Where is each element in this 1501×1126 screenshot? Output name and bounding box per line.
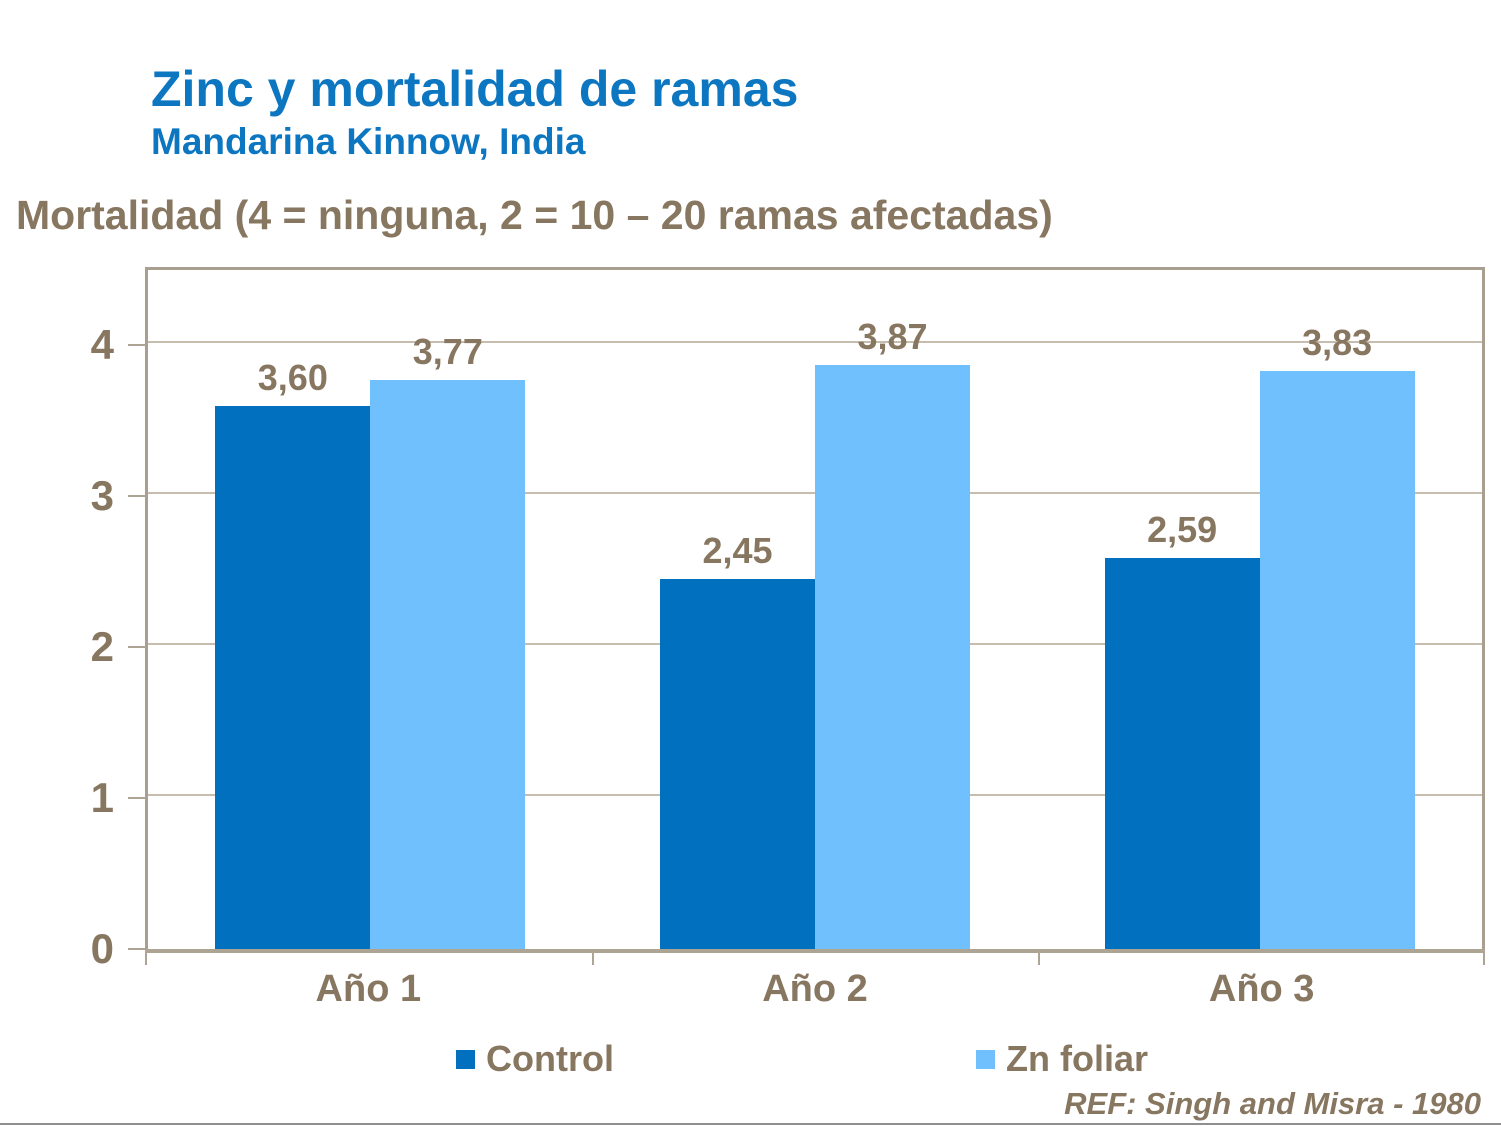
bar-control-ano-3: [1104, 558, 1260, 949]
y-tick-label-2: 2: [90, 623, 114, 671]
bar-value-control-ano-1: 3,60: [257, 356, 328, 398]
y-tick-label-3: 3: [90, 472, 114, 520]
x-axis-tick-0: [145, 952, 147, 965]
legend-item-control: Control: [456, 1038, 614, 1080]
y-axis-caption: Mortalidad (4 = ninguna, 2 = 10 – 20 ram…: [16, 192, 1053, 238]
y-tick-label-1: 1: [90, 774, 114, 822]
bar-value-control-ano-2: 2,45: [702, 530, 773, 572]
x-axis-tick-3: [1483, 952, 1485, 965]
bar-zn-foliar-ano-2: [815, 365, 970, 949]
y-axis-tick-4: [128, 344, 146, 347]
reference-text: REF: Singh and Misra - 1980: [1064, 1086, 1481, 1121]
y-axis-tick-0: [128, 948, 146, 950]
x-category-label-ano-3: Año 3: [1208, 968, 1315, 1010]
y-axis-tick-1: [128, 797, 146, 800]
plot-area: 3,60 3,77 2,45 3,87 2,59 3,83: [145, 267, 1485, 949]
bottom-rule: [0, 1123, 1501, 1125]
bar-zn-foliar-ano-3: [1259, 371, 1415, 949]
bar-zn-foliar-ano-1: [370, 380, 526, 949]
y-tick-label-4: 4: [90, 321, 114, 369]
x-axis-tick-2: [1038, 952, 1041, 965]
x-category-label-ano-2: Año 2: [762, 968, 868, 1010]
y-axis-tick-2: [128, 646, 146, 649]
legend-swatch-control: [456, 1049, 475, 1069]
page-subtitle: Mandarina Kinnow, India: [151, 121, 586, 162]
bar-control-ano-2: [660, 579, 815, 949]
bar-value-zn-foliar-ano-3: 3,83: [1302, 322, 1373, 364]
bar-control-ano-1: [215, 405, 371, 949]
x-category-label-ano-1: Año 1: [315, 968, 422, 1010]
y-axis-tick-3: [128, 495, 146, 498]
legend-swatch-zn-foliar: [976, 1049, 995, 1069]
y-axis-labels: 0 1 2 3 4: [0, 270, 128, 970]
bar-value-zn-foliar-ano-1: 3,77: [412, 331, 483, 373]
legend-label-control: Control: [486, 1038, 614, 1079]
x-axis-tick-1: [591, 952, 594, 965]
gridline-4: [148, 341, 1482, 344]
y-tick-label-0: 0: [90, 925, 114, 972]
legend-label-zn-foliar: Zn foliar: [1006, 1038, 1148, 1079]
legend-item-zn-foliar: Zn foliar: [976, 1038, 1148, 1080]
page-title: Zinc y mortalidad de ramas: [151, 61, 799, 117]
x-axis-line: [145, 949, 1485, 953]
bar-value-zn-foliar-ano-2: 3,87: [857, 316, 928, 358]
bar-value-control-ano-3: 2,59: [1147, 509, 1218, 551]
